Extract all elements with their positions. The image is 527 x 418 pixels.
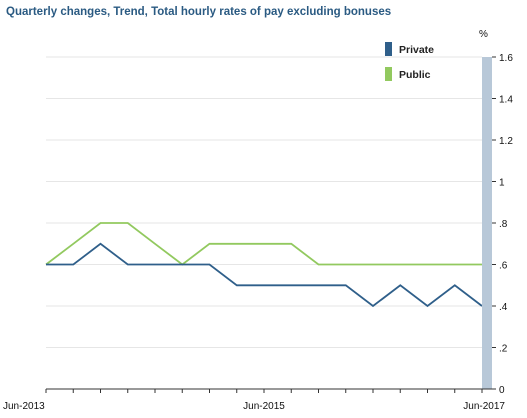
y-tick-label: .4 — [499, 302, 508, 313]
legend-swatch-private — [385, 42, 392, 56]
y-axis-unit-label: % — [479, 29, 488, 40]
y-tick-label: .2 — [499, 344, 508, 355]
legend-label-public: Public — [399, 69, 431, 81]
x-tick-label: Jun-2013 — [3, 401, 45, 412]
chart-title: Quarterly changes, Trend, Total hourly r… — [6, 6, 392, 18]
y-tick-label: 1 — [499, 178, 505, 189]
y-tick-label: 1.4 — [499, 95, 513, 106]
series-lines — [45, 222, 483, 308]
legend: Private Public — [385, 42, 434, 81]
y-tick-label: 1.6 — [499, 53, 513, 64]
gridlines — [46, 56, 482, 348]
legend-label-private: Private — [399, 44, 434, 56]
y-tick-label: .6 — [499, 261, 508, 272]
y-tick-label: 1.2 — [499, 136, 513, 147]
legend-swatch-public — [385, 67, 392, 81]
y-axis-bar — [482, 57, 492, 389]
series-line-public — [45, 222, 482, 266]
y-tick-label: .8 — [499, 219, 508, 230]
y-tick-label: 0 — [499, 385, 505, 396]
x-tick-label: Jun-2017 — [463, 401, 505, 412]
x-tick-label: Jun-2015 — [243, 401, 285, 412]
axes: 0 .2 .4 .6 .8 1 1.2 1.4 1.6% Jun-2013 Jun-2015 Jun-… — [3, 29, 513, 412]
series-line-private — [46, 242, 483, 308]
